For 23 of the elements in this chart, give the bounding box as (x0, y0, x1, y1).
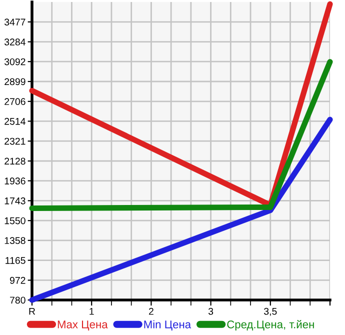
y-tick-label: 2706 (4, 98, 26, 106)
legend-label: Сред.Цена, т.йен (227, 320, 314, 331)
y-tick-label: 2514 (4, 118, 26, 125)
y-tick-label: 3477 (4, 18, 26, 26)
y-tick-label: 2899 (4, 78, 26, 86)
y-tick-label: 1743 (4, 197, 26, 204)
y-tick-label: 3284 (4, 38, 26, 46)
y-tick-label: 972 (10, 276, 26, 284)
y-tick-label: 1358 (4, 237, 26, 244)
y-tick-label: 1165 (6, 257, 26, 264)
y-tick-label: 3092 (4, 58, 26, 66)
x-tick-label: R (29, 308, 36, 315)
y-tick-label: 1936 (4, 178, 26, 184)
legend-label: Min Цена (144, 320, 192, 330)
x-tick-label: 3 (208, 308, 214, 315)
x-tick-label: 3,5 (264, 308, 277, 316)
x-tick-label: 2 (148, 308, 154, 315)
x-tick-label: 1 (90, 308, 94, 315)
y-tick-label: 1550 (4, 217, 26, 224)
y-tick-label: 2321 (4, 138, 26, 145)
y-tick-label: 780 (10, 296, 26, 304)
y-tick-label: 2128 (4, 158, 26, 165)
legend-label: Max Цена (58, 320, 108, 330)
